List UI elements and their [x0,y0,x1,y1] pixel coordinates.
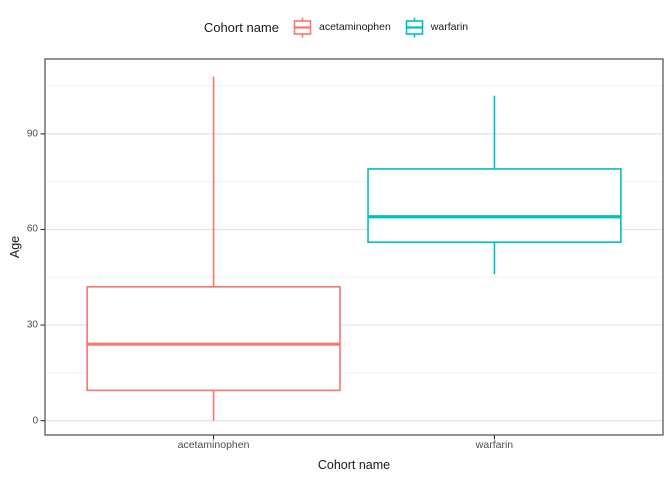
y-axis-title: Age [8,235,22,259]
y-tick-label-30: 30 [26,319,38,331]
legend-entry-acetaminophen: acetaminophen [293,17,391,38]
legend-label-acetaminophen: acetaminophen [318,21,391,33]
x-tick-label-acetaminophen: acetaminophen [177,439,250,451]
legend: Cohort name acetaminophen [0,16,672,38]
y-tick-label-90: 90 [26,128,38,140]
y-tick-label-0: 0 [32,415,38,427]
legend-label-warfarin: warfarin [430,21,469,33]
boxplot-key-icon [293,17,312,38]
legend-entry-warfarin: warfarin [405,17,468,38]
y-tick-label-60: 60 [26,223,38,235]
x-tick-label-warfarin: warfarin [475,439,514,451]
x-axis-title: Cohort name [317,458,391,472]
legend-title: Cohort name [203,19,279,35]
boxplot-key-icon [405,17,424,38]
